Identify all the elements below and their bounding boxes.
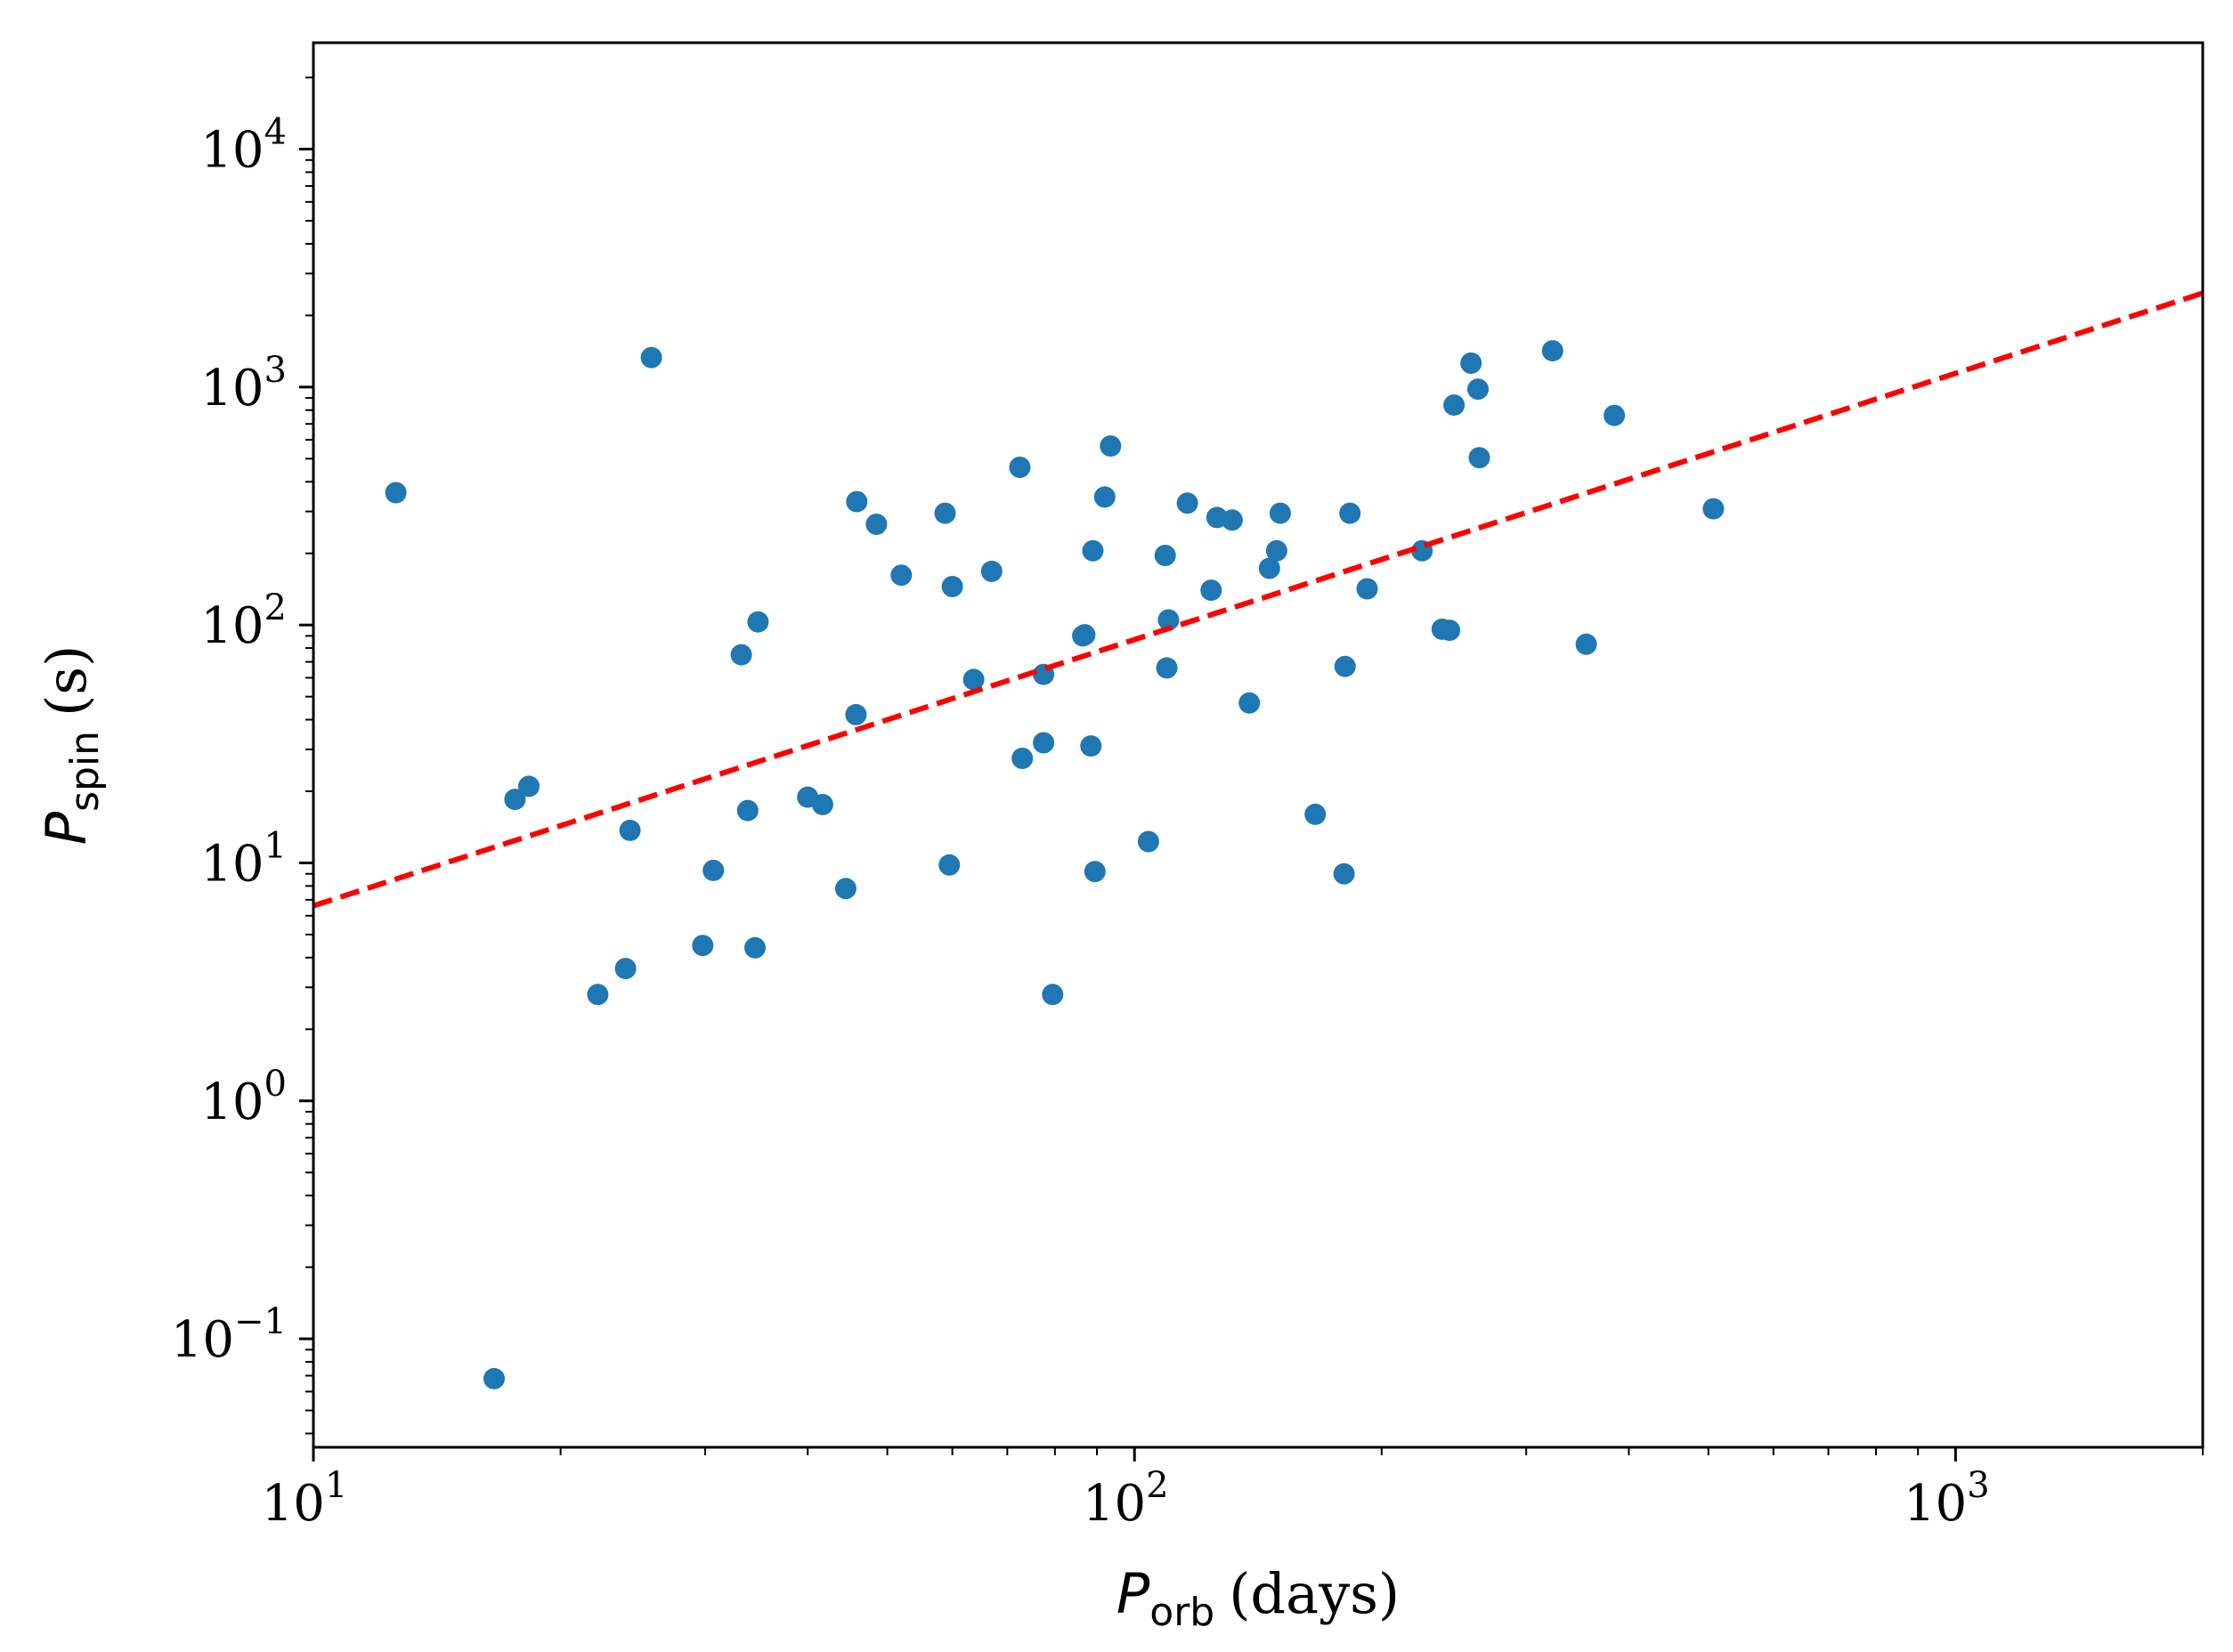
y-axis-unit: (s) [34,645,99,717]
y-tick-label: 102 [200,587,287,655]
axis-ticks [299,77,2204,1462]
scatter-point [1221,509,1243,531]
scatter-point [1541,340,1563,362]
scatter-point [730,644,752,666]
scatter-point [1157,609,1180,631]
scatter-point [846,490,868,513]
scatter-point [1258,557,1280,579]
scatter-point [1080,735,1102,757]
scatter-point [890,564,913,587]
scatter-point [1604,404,1626,426]
scatter-point [1137,830,1159,853]
y-tick-label: 100 [200,1064,287,1131]
y-axis-subscript: spin [62,731,108,812]
scatter-point [865,514,888,535]
scatter-point [1702,498,1725,520]
scatter-point [1154,545,1176,566]
x-tick-label: 103 [1904,1465,1990,1533]
scatter-point [1093,486,1116,508]
scatter-point [619,819,641,841]
scatter-point [702,859,725,881]
scatter-point [811,793,833,815]
scatter-point [1468,447,1490,469]
scatter-point [1156,657,1178,679]
y-tick-label: 101 [200,825,287,893]
plot-frame [312,41,2205,1449]
scatter-point [518,775,540,798]
scatter-point [845,703,867,725]
scatter-point [834,878,857,900]
scatter-point [1200,579,1222,602]
scatter-point [1334,655,1356,677]
scatter-point [1460,352,1482,374]
scatter-point [934,502,956,524]
scatter-point [1100,435,1122,458]
x-axis-unit: (days) [1229,1561,1400,1626]
scatter-points [385,340,1725,1389]
scatter-point [1238,692,1261,714]
scatter-point [1467,378,1489,401]
scatter-point [1082,539,1104,562]
scatter-point [962,668,985,691]
scatter-point [1439,620,1461,642]
scatter-point [1356,578,1378,600]
x-tick-label: 102 [1083,1465,1169,1533]
fit-line [313,290,2203,909]
scatter-point [587,984,609,1006]
scatter-point [640,346,662,368]
scatter-point [1304,803,1327,825]
scatter-point [1575,633,1597,655]
scatter-point [1443,394,1466,417]
scatter-point [1009,457,1031,478]
x-axis-subscript: orb [1149,1590,1214,1635]
scatter-point [744,936,766,959]
scatter-point [483,1367,505,1389]
scatter-point [938,854,961,876]
scatter-point [1269,502,1291,524]
scatter-point [1042,984,1064,1006]
scatter-point [1033,732,1055,754]
scatter-point [736,799,759,822]
x-tick-label: 101 [262,1465,348,1533]
y-axis-symbol: P [34,811,99,845]
scatter-point [1333,862,1355,885]
fit-line-group [313,290,2203,909]
y-tick-label: 10−1 [171,1301,287,1369]
y-tick-label: 104 [200,112,287,180]
scatter-point [614,958,637,980]
scatter-point [692,935,714,957]
scatter-point [1339,502,1361,524]
y-axis-label: Pspin (s) [34,645,108,846]
scatter-point [1011,748,1034,769]
scatter-point [1265,539,1287,562]
tick-labels: 101 102 103 10−1 100 101 102 103 104 [171,112,1990,1533]
scatter-point [1084,861,1106,883]
scatter-point [941,576,963,597]
scatter-point [385,482,407,504]
scatter-point [1176,492,1198,514]
scatter-point [980,560,1003,582]
scatter-point [1074,624,1096,646]
x-axis-symbol: P [1116,1561,1150,1626]
x-axis-label: Porb (days) [1116,1561,1400,1635]
scatter-point [747,611,769,633]
scatter-point [504,789,526,811]
y-tick-label: 103 [200,350,287,417]
